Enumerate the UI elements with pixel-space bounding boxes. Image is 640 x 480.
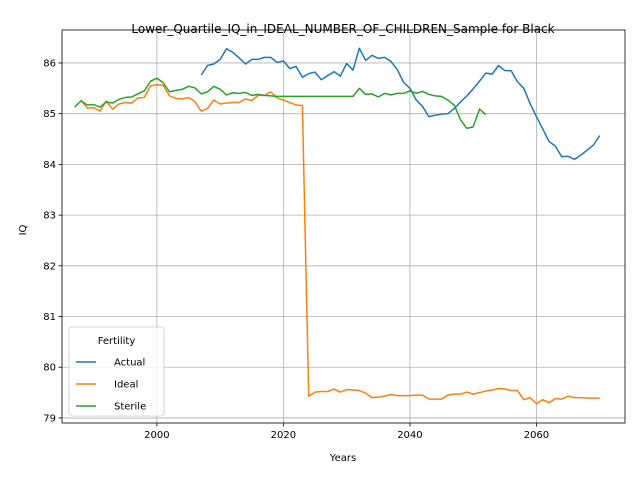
series-lines: [74, 47, 601, 405]
y-tick-label: 79: [43, 413, 56, 424]
y-axis-label: IQ: [18, 224, 29, 235]
y-tick-label: 81: [43, 312, 56, 323]
series-line-ideal: [80, 84, 600, 405]
x-tick-label: 2040: [397, 430, 422, 441]
y-tick-label: 83: [43, 211, 56, 222]
chart-title: Lower_Quartile_IQ_in_IDEAL_NUMBER_OF_CHI…: [131, 22, 554, 36]
legend: Fertility Actual Ideal Sterile: [68, 326, 165, 417]
series-line-sterile: [74, 77, 487, 130]
x-tick-label: 2000: [144, 430, 169, 441]
y-tick-label: 80: [43, 363, 56, 374]
y-tick-label: 86: [43, 58, 56, 69]
y-tick-label: 84: [43, 160, 56, 171]
series-line-actual: [200, 47, 601, 161]
x-axis-label: Years: [329, 453, 356, 464]
x-tick-label: 2060: [524, 430, 549, 441]
y-tick-label: 85: [43, 109, 56, 120]
legend-entry-ideal: Ideal: [114, 380, 138, 391]
axis-ticks: 2000 2020 2040 2060 79 80 81 82 83 84 85 86: [43, 58, 549, 441]
plot-area: [61, 29, 626, 424]
legend-entry-sterile: Sterile: [114, 402, 146, 413]
legend-entry-actual: Actual: [114, 358, 145, 369]
legend-title: Fertility: [98, 336, 136, 347]
legend-box: [68, 326, 165, 417]
y-tick-label: 82: [43, 261, 56, 272]
x-tick-label: 2020: [271, 430, 296, 441]
